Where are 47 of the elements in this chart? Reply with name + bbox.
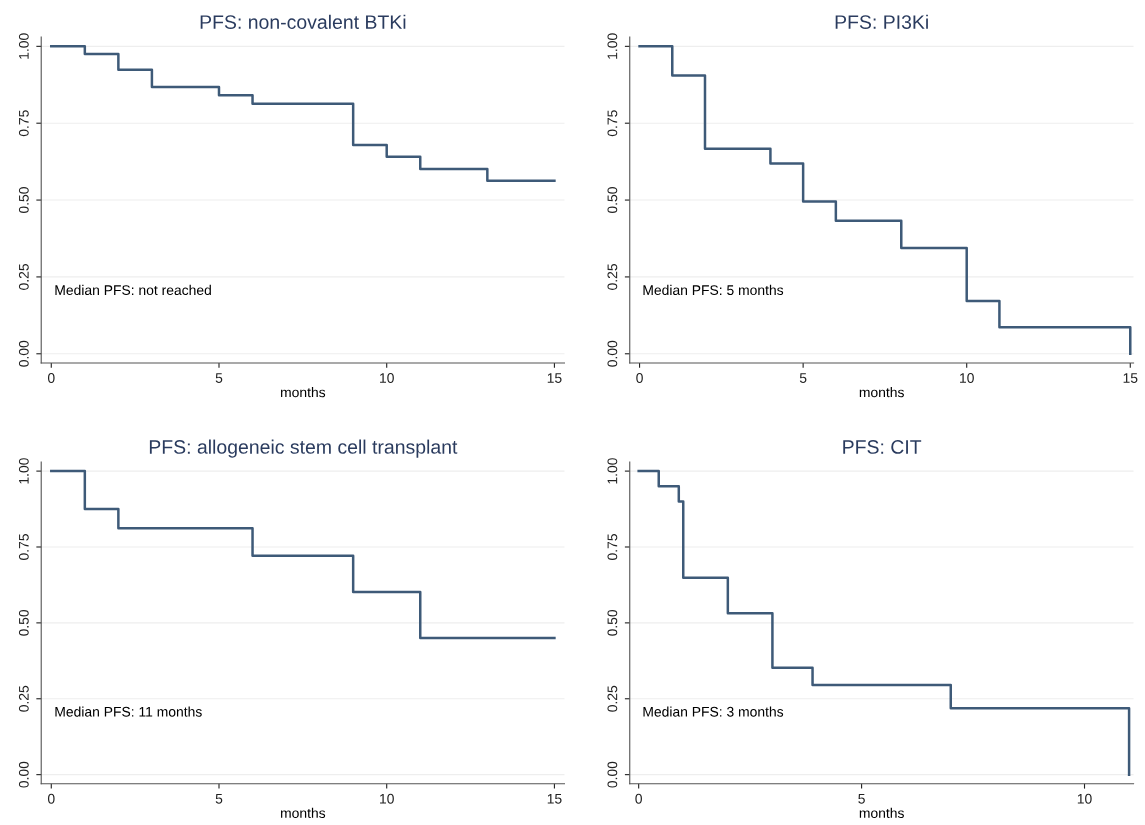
x-axis-title: months <box>859 807 904 819</box>
y-tick-label: 0.00 <box>607 761 618 788</box>
y-tick-label: 1.00 <box>18 33 29 59</box>
x-tick-label: 0 <box>47 793 55 804</box>
x-tick-label: 0 <box>635 793 642 804</box>
y-tick-label: 1.00 <box>607 458 618 484</box>
y-tick-label: 0.50 <box>18 609 29 636</box>
x-tick-label: 5 <box>799 373 807 383</box>
x-tick-label: 15 <box>547 373 562 383</box>
y-tick-label: 0.25 <box>607 263 618 290</box>
y-tick-label: 0.00 <box>18 340 29 367</box>
annotation: Median PFS: 3 months <box>643 706 784 717</box>
y-tick-label: 0.00 <box>607 340 618 367</box>
y-tick-label: 0.75 <box>607 534 618 560</box>
y-tick-label: 0.25 <box>18 263 29 290</box>
y-tick-label: 0.75 <box>607 110 618 137</box>
y-tick-label: 0.25 <box>607 685 618 712</box>
x-tick-label: 0 <box>636 373 643 383</box>
y-tick-label: 0.25 <box>18 685 29 712</box>
annotation: Median PFS: 11 months <box>55 706 202 717</box>
x-tick-label: 5 <box>215 793 223 804</box>
y-tick-label: 0.00 <box>18 761 29 788</box>
y-tick-label: 1.00 <box>607 33 618 59</box>
x-tick-label: 10 <box>1077 793 1092 804</box>
y-tick-label: 0.75 <box>18 110 29 137</box>
annotation: Median PFS: 5 months <box>643 284 784 296</box>
y-tick-label: 1.00 <box>18 458 29 484</box>
chart-title: PFS: PI3Ki <box>835 14 928 29</box>
annotation: Median PFS: not reached <box>55 284 211 296</box>
chart-title: PFS: CIT <box>843 440 922 454</box>
x-axis-title: months <box>859 387 904 398</box>
x-axis-title: months <box>281 387 326 398</box>
x-tick-label: 5 <box>858 793 865 804</box>
x-tick-label: 15 <box>547 793 562 804</box>
x-tick-label: 10 <box>380 373 394 383</box>
chart-title: PFS: non-covalent BTKi <box>200 14 406 29</box>
chart-title: PFS: allogeneic stem cell transplant <box>149 439 458 458</box>
y-tick-label: 0.75 <box>18 534 29 560</box>
y-tick-label: 0.50 <box>607 187 618 214</box>
x-tick-label: 0 <box>47 373 55 383</box>
x-axis-title: months <box>281 807 326 819</box>
x-tick-label: 10 <box>380 793 394 804</box>
y-tick-label: 0.50 <box>18 187 29 214</box>
y-tick-label: 0.50 <box>607 609 618 636</box>
x-tick-label: 15 <box>1123 373 1138 383</box>
x-tick-label: 5 <box>215 373 223 383</box>
x-tick-label: 10 <box>960 373 974 383</box>
